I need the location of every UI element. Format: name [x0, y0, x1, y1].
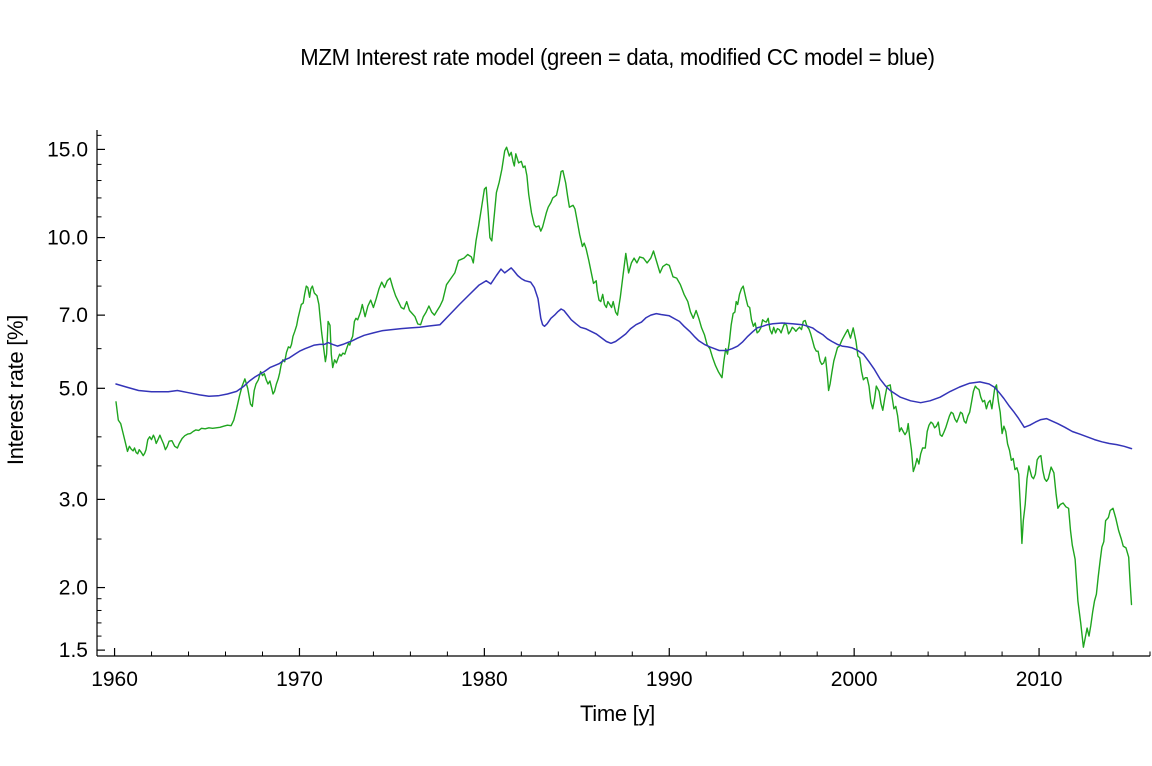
- series-data-line: [115, 146, 1133, 648]
- y-tick-label: 1.5: [59, 639, 88, 662]
- y-tick-label: 15.0: [47, 138, 88, 161]
- x-tick-label: 1970: [276, 668, 323, 691]
- y-tick-label: 3.0: [59, 488, 88, 511]
- x-tick-label: 1990: [646, 668, 693, 691]
- y-tick-label: 10.0: [47, 227, 88, 250]
- x-tick-label: 2000: [831, 668, 878, 691]
- y-tick-label: 5.0: [59, 377, 88, 400]
- series-model-line: [115, 267, 1133, 450]
- chart-title: MZM Interest rate model (green = data, m…: [300, 44, 935, 70]
- x-tick-label: 1960: [91, 668, 138, 691]
- x-tick-label: 2010: [1016, 668, 1063, 691]
- y-tick-label: 2.0: [59, 577, 88, 600]
- x-axis-label: Time [y]: [579, 701, 655, 726]
- y-tick-label: 7.0: [59, 304, 88, 327]
- x-tick-label: 1980: [461, 668, 508, 691]
